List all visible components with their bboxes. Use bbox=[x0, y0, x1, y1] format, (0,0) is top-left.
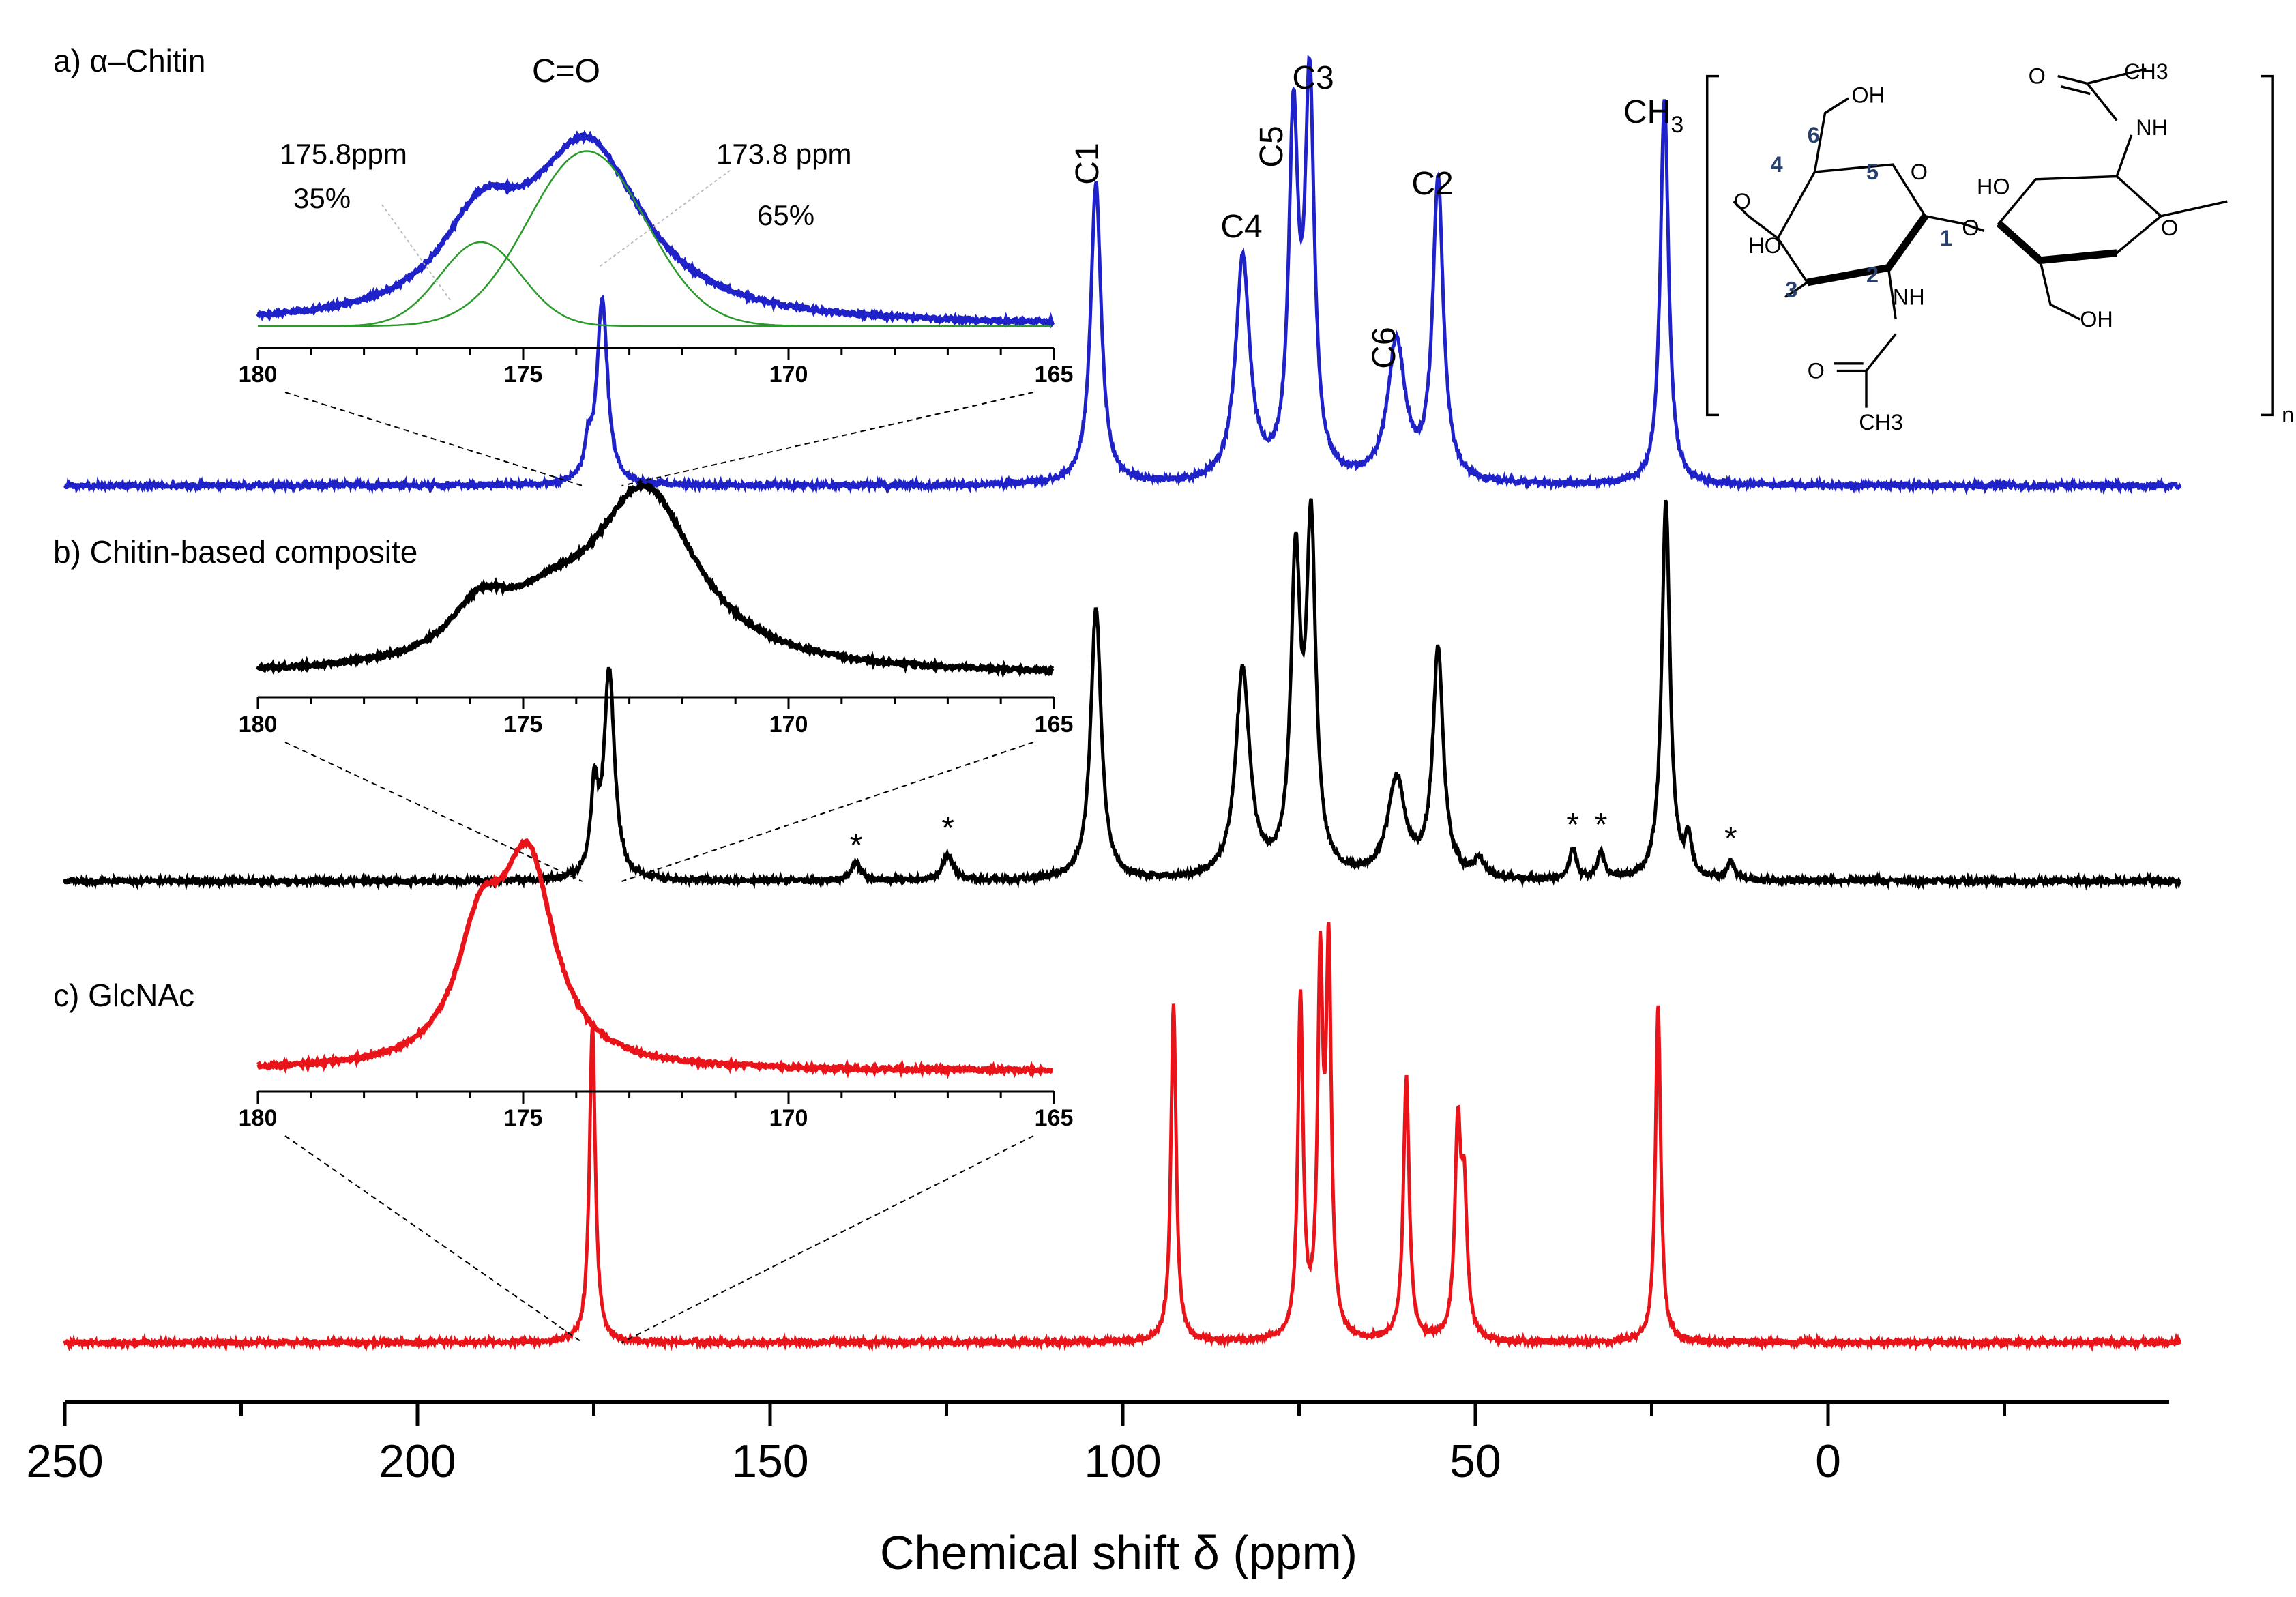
artifact-star-2: * bbox=[941, 810, 954, 847]
component-1-percent: 35% bbox=[293, 182, 351, 214]
leader-line-2 bbox=[600, 170, 731, 267]
peak-label-c3: C3 bbox=[1292, 60, 1334, 96]
inset-tick-label: 175 bbox=[504, 1105, 543, 1131]
bond-c6 bbox=[1813, 97, 1849, 173]
series-label-c: c) GlcNAc bbox=[53, 978, 194, 1013]
bracket-left bbox=[1705, 74, 1719, 417]
inset-curve-c bbox=[256, 838, 1054, 1079]
peak-label-c6: C6 bbox=[1366, 327, 1402, 368]
chitin-structure: CH3 O NH HO O OH OH 6 4 5 O O HO 3 2 1 O… bbox=[1705, 59, 2295, 435]
label-o-ring-left: O bbox=[1911, 160, 1928, 184]
component-2-percent: 65% bbox=[757, 199, 814, 231]
bond-amide-right bbox=[2057, 68, 2147, 121]
label-o-link-left: O bbox=[1734, 189, 1751, 214]
bond-ho-left bbox=[1784, 281, 1808, 299]
series-label-b: b) Chitin-based composite bbox=[53, 534, 417, 570]
bond-ch2oh bbox=[2039, 260, 2080, 321]
label-ho-left: HO bbox=[1748, 233, 1782, 258]
inset-c: 180 175 170 165 bbox=[239, 838, 1074, 1343]
inset-tick-label: 175 bbox=[504, 362, 543, 387]
bond-nh-right bbox=[2115, 134, 2133, 177]
series-label-a: a) α–Chitin bbox=[53, 43, 205, 78]
inset-tick-label: 175 bbox=[504, 712, 543, 737]
bond-amide-left bbox=[1834, 333, 1897, 408]
label-ho-right: HO bbox=[1977, 174, 2010, 199]
artifact-star-5: * bbox=[1724, 821, 1737, 857]
x-tick-label: 100 bbox=[1084, 1435, 1161, 1487]
x-tick-label: 50 bbox=[1449, 1435, 1501, 1487]
bond-tail bbox=[2160, 200, 2228, 218]
label-ch3-bottom: CH3 bbox=[1859, 410, 1903, 435]
fit-component-2 bbox=[258, 150, 1052, 327]
inset-b: 180 175 170 165 bbox=[239, 478, 1074, 882]
label-oh-left: OH bbox=[1851, 83, 1885, 107]
inset-tick-label: 165 bbox=[1035, 1105, 1074, 1131]
label-c2: 2 bbox=[1866, 263, 1879, 287]
label-n: n bbox=[2282, 402, 2294, 427]
peak-label-ch3: CH3 bbox=[1623, 94, 1683, 138]
spectrum-line-c bbox=[63, 922, 2182, 1353]
label-o-top: O bbox=[2029, 63, 2046, 88]
label-o-bottom: O bbox=[1808, 358, 1825, 383]
label-o-ring-right: O bbox=[2161, 216, 2178, 240]
inset-tick-label: 165 bbox=[1035, 362, 1074, 387]
ring-right-bold bbox=[1996, 220, 2117, 265]
label-nh-top: NH bbox=[2136, 115, 2168, 140]
inset-title: C=O bbox=[532, 53, 600, 89]
zoom-line-right-a bbox=[621, 392, 1034, 486]
inset-tick-label: 170 bbox=[769, 1105, 808, 1131]
peak-label-c4: C4 bbox=[1220, 209, 1262, 245]
x-tick-label: 0 bbox=[1815, 1435, 1841, 1487]
zoom-line-left-a bbox=[284, 392, 583, 486]
component-1-ppm: 175.8ppm bbox=[280, 138, 407, 170]
x-tick-label: 200 bbox=[379, 1435, 456, 1487]
label-ch3-top: CH3 bbox=[2124, 59, 2168, 84]
label-c4: 4 bbox=[1771, 152, 1783, 177]
label-o-glyco: O bbox=[1962, 216, 1979, 240]
artifact-star-3: * bbox=[1566, 807, 1579, 843]
zoom-line-left-b bbox=[284, 742, 583, 882]
label-c6: 6 bbox=[1808, 123, 1820, 147]
label-nh-bottom: NH bbox=[1893, 284, 1925, 309]
inset-tick-label: 180 bbox=[239, 1105, 278, 1131]
bracket-right bbox=[2261, 74, 2274, 417]
x-tick-label: 250 bbox=[26, 1435, 103, 1487]
label-oh-right: OH bbox=[2080, 307, 2113, 332]
artifact-star-1: * bbox=[850, 827, 863, 864]
inset-tick-label: 180 bbox=[239, 362, 278, 387]
inset-tick-label: 165 bbox=[1035, 712, 1074, 737]
spectrum-line-b bbox=[63, 498, 2181, 892]
inset-tick-label: 170 bbox=[769, 362, 808, 387]
bond-nh-left bbox=[1887, 267, 1897, 320]
ring-left-bold bbox=[1806, 214, 1928, 287]
x-tick-label: 150 bbox=[731, 1435, 808, 1487]
inset-tick-label: 180 bbox=[239, 712, 278, 737]
ring-left bbox=[1776, 163, 1927, 284]
x-axis-title: Chemical shift δ (ppm) bbox=[880, 1526, 1357, 1579]
zoom-line-right-c bbox=[621, 1135, 1034, 1343]
peak-label-c1: C1 bbox=[1070, 143, 1106, 184]
structure-labels: CH3 O NH HO O OH OH 6 4 5 O O HO 3 2 1 O… bbox=[1734, 59, 2295, 435]
peak-label-c5: C5 bbox=[1254, 126, 1290, 167]
label-c5: 5 bbox=[1866, 160, 1879, 184]
x-axis: 250 200 150 100 50 0 Chemical shift δ (ppm) bbox=[26, 1400, 2169, 1579]
bond-glyco bbox=[1925, 215, 1985, 233]
bond-o-left bbox=[1733, 200, 1779, 239]
spectrum-line-a bbox=[63, 55, 2182, 495]
fit-component-1 bbox=[258, 241, 1052, 327]
inset-curve-a bbox=[256, 130, 1055, 329]
zoom-line-right-b bbox=[621, 742, 1034, 882]
inset-tick-label: 170 bbox=[769, 712, 808, 737]
inset-curve-b bbox=[255, 478, 1055, 679]
peak-label-c2: C2 bbox=[1411, 166, 1453, 202]
label-c1: 1 bbox=[1940, 226, 1952, 250]
label-c3: 3 bbox=[1785, 278, 1797, 302]
inset-a: C=O 175.8ppm 35% 173.8 ppm 65% 180 175 170 165 bbox=[239, 53, 1074, 486]
zoom-line-left-c bbox=[284, 1135, 583, 1343]
artifact-star-4: * bbox=[1595, 807, 1608, 843]
component-2-ppm: 173.8 ppm bbox=[716, 138, 851, 170]
